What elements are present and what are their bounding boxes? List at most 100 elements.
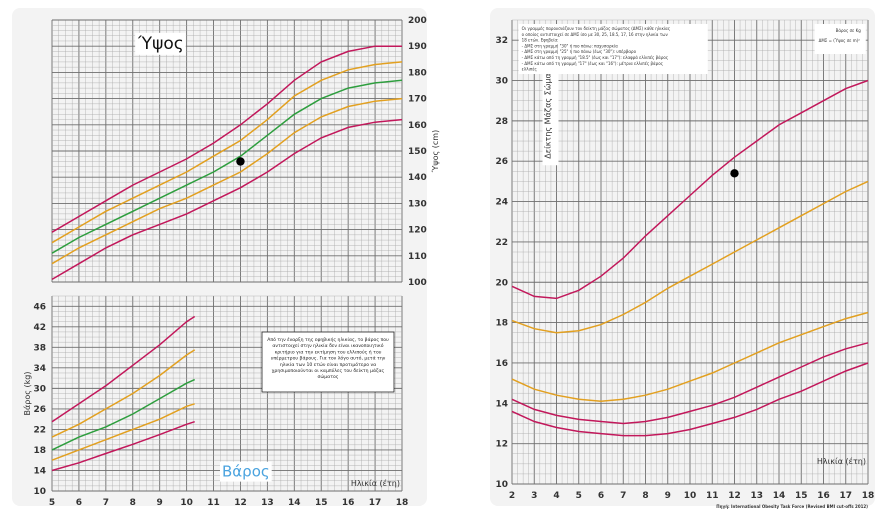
bmi-formula-unit: Βάρος σε Kg: [836, 28, 862, 33]
height-curve-1: [51, 61, 403, 244]
weight-curve-2: [51, 378, 196, 451]
bmi-axis-title-backdrop: [542, 52, 559, 166]
bmi-curve-2: [511, 311, 869, 403]
weight-tick-label: 34: [33, 364, 46, 374]
age-tick-label: 16: [342, 498, 355, 508]
weight-tick-label: 10: [33, 487, 46, 497]
bmi-legend-line: - ΔΜΣ στη γραμμή "25" ή πιο πάνω (έως "3…: [522, 49, 637, 54]
height-tick-label: 170: [408, 95, 427, 105]
weight-curve-1: [51, 349, 196, 438]
weight-curve-3: [51, 403, 195, 461]
weight-overlay-title: Βάρος: [222, 463, 270, 481]
weight-tick-label: 18: [33, 446, 46, 456]
age-tick-label: 18: [396, 498, 409, 508]
height-curve-4: [51, 118, 403, 281]
bmi-tick-label: 20: [495, 278, 508, 288]
height-tick-label: 110: [408, 252, 427, 262]
bmi-tick-label: 24: [495, 198, 508, 208]
bmi-age-tick-label: 8: [642, 491, 648, 501]
bmi-age-tick-label: 9: [665, 491, 671, 501]
weight-tick-label: 42: [33, 323, 46, 333]
height-curve-3: [51, 97, 403, 265]
age-tick-label: 6: [76, 498, 82, 508]
weight-note-line: υπέρμετρου βάρους. Για τον λόγο αυτό, με…: [271, 355, 386, 362]
bmi-age-tick-label: 10: [684, 491, 697, 501]
bmi-age-tick-label: 17: [839, 491, 852, 501]
weight-axis-title: Βάρος (kg): [23, 372, 32, 416]
bmi-legend-line: - ΔΜΣ κάτω από τη γραμμή "18.5" (έως και…: [522, 55, 668, 60]
data-points: [236, 157, 739, 178]
bmi-curve-4: [511, 362, 869, 437]
bmi-tick-label: 22: [495, 238, 508, 248]
bmi-tick-label: 12: [495, 440, 508, 450]
age-tick-label: 5: [49, 498, 55, 508]
bmi-tick-label: 28: [495, 117, 508, 127]
age-tick-label: 13: [261, 498, 274, 508]
height-data-point: [236, 157, 245, 166]
weight-curve-4: [51, 420, 195, 472]
weight-note-line: αντιστοιχεί στην ηλικία δεν είναι ικανοπ…: [272, 342, 383, 349]
weight-note-line: ηλικία των 10 ετών είναι προτιμότερο να: [280, 361, 376, 368]
weight-tick-label: 46: [33, 302, 46, 312]
grid-lines: [51, 19, 869, 492]
bmi-legend-line: ελλιπές: [522, 67, 537, 72]
bmi-age-tick-label: 2: [509, 491, 515, 501]
tick-labels: 100 110 120 130 140 150 160 170 180 190 200 10 14 18 2…: [33, 16, 874, 508]
bmi-x-axis-title: Ηλικία (έτη): [817, 456, 866, 466]
bmi-tick-label: 30: [495, 77, 508, 87]
overlay-backdrop: [220, 461, 272, 482]
weight-tick-label: 30: [33, 384, 46, 394]
bmi-age-tick-label: 7: [620, 491, 626, 501]
weight-note-box: [261, 331, 395, 393]
bmi-age-tick-label: 15: [795, 491, 808, 501]
bmi-tick-label: 26: [495, 157, 508, 167]
bmi-legend-line: Οι γραμμές παρουσιάζουν τον δείκτη μάζας…: [522, 26, 671, 31]
age-tick-label: 9: [157, 498, 163, 508]
bmi-tick-label: 10: [495, 480, 508, 490]
height-tick-label: 180: [408, 68, 427, 78]
bmi-age-tick-label: 13: [750, 491, 763, 501]
age-tick-label: 8: [130, 498, 136, 508]
bmi-age-tick-label: 18: [862, 491, 875, 501]
height-overlay-title: Ύψος: [137, 34, 184, 54]
overlay-backdrop: [135, 32, 186, 55]
bmi-formula-text: ΔΜΣ = (Ύψος σε m)²: [819, 38, 861, 43]
height-curve-2: [51, 79, 403, 254]
height-axis-title: Ύψος (cm): [431, 130, 440, 173]
weight-note-line: χρησιμοποιούνται οι καμπύλες του δείκτη …: [272, 367, 385, 374]
bmi-curve-0: [511, 79, 869, 300]
height-tick-label: 130: [408, 199, 427, 209]
bmi-legend-line: - ΔΜΣ κάτω από τη γραμμή "17" (έως και "…: [522, 61, 663, 66]
height-curve-0: [51, 45, 402, 233]
weight-note-line: Από την έναρξη της εφηβικής ηλικίας, το …: [267, 336, 389, 343]
bmi-curve-3: [511, 342, 869, 425]
height-tick-label: 100: [408, 278, 427, 288]
bmi-source: Πηγή: International Obesity Task Force (…: [716, 504, 868, 509]
age-tick-label: 7: [103, 498, 109, 508]
height-tick-label: 120: [408, 226, 427, 236]
bmi-age-tick-label: 5: [576, 491, 582, 501]
bmi-age-tick-label: 14: [773, 491, 786, 501]
weight-curve-0: [51, 315, 196, 423]
bmi-age-tick-label: 11: [706, 491, 719, 501]
height-tick-label: 190: [408, 42, 427, 52]
weight-tick-label: 38: [33, 343, 46, 353]
age-tick-label: 15: [315, 498, 328, 508]
percentile-curves: [51, 45, 869, 472]
height-tick-label: 200: [408, 16, 427, 26]
weight-tick-label: 22: [33, 425, 46, 435]
age-tick-label: 14: [288, 498, 301, 508]
bmi-data-point: [730, 169, 739, 178]
bmi-formula-box: [814, 24, 866, 54]
height-tick-label: 140: [408, 173, 427, 183]
weight-note-line: σώματος: [318, 373, 339, 380]
weight-x-axis-title: Ηλικία (έτη): [351, 478, 400, 488]
weight-tick-label: 14: [33, 466, 46, 476]
bmi-curve-1: [511, 180, 869, 334]
bmi-age-tick-label: 3: [531, 491, 537, 501]
age-tick-label: 12: [234, 498, 247, 508]
age-tick-label: 10: [180, 498, 193, 508]
bmi-tick-label: 32: [495, 36, 508, 46]
